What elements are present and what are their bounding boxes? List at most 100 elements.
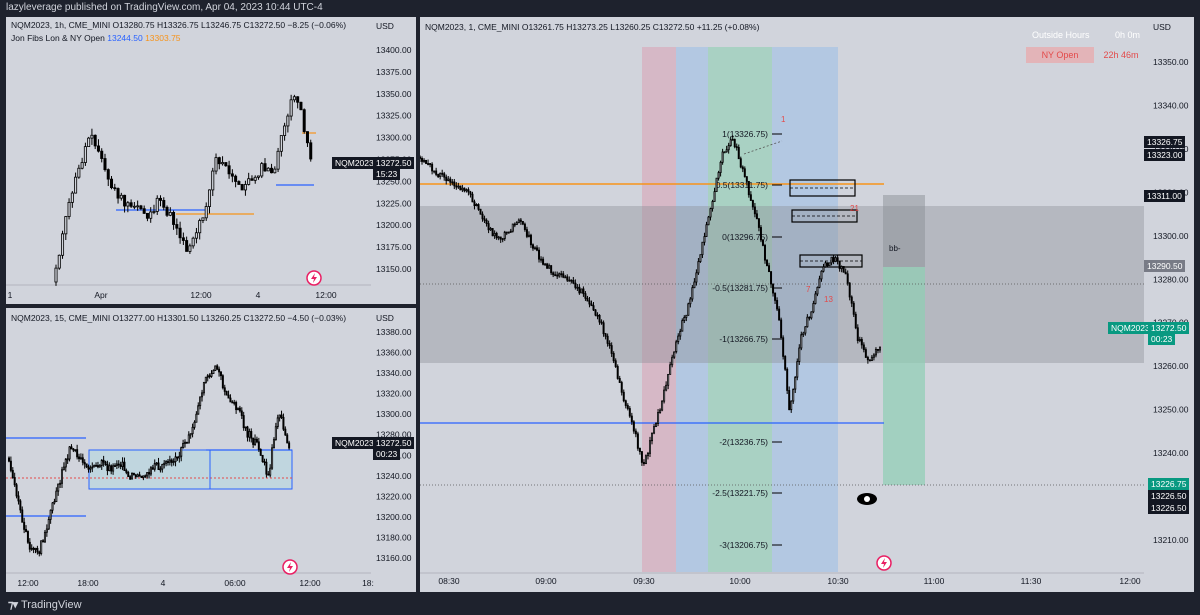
fib-anchor-line xyxy=(743,140,783,155)
candle-body xyxy=(691,287,694,300)
candle-body xyxy=(564,276,567,279)
candle-body xyxy=(214,157,218,172)
candle-body xyxy=(794,376,797,390)
candle-body xyxy=(151,467,154,470)
chart-canvas-1m[interactable]: 13350.0013340.0013330.0013320.0013300.00… xyxy=(420,17,1194,592)
candle-body xyxy=(53,501,56,504)
candle-body xyxy=(790,400,793,411)
candle-body xyxy=(610,345,613,354)
candle-body xyxy=(292,96,296,101)
candle-body xyxy=(256,175,260,178)
candle-body xyxy=(677,335,680,343)
candle-body xyxy=(455,185,458,188)
candle-body xyxy=(201,392,204,398)
candle-body xyxy=(538,249,541,260)
candle-body xyxy=(751,200,754,208)
candle-body xyxy=(876,348,879,351)
candle-body xyxy=(636,433,639,449)
candle-body xyxy=(675,341,678,353)
candle-body xyxy=(191,426,194,435)
time-axis-label: 1 xyxy=(8,290,13,300)
time-axis-label: 4 xyxy=(161,578,166,588)
candle-body xyxy=(709,208,712,218)
candle-body xyxy=(638,447,641,452)
candle-body xyxy=(812,303,815,313)
marker-label: 21 xyxy=(850,204,859,213)
candle-body xyxy=(689,298,692,305)
candle-body xyxy=(866,357,869,361)
candle-body xyxy=(699,254,702,262)
fib-label: -1(13266.75) xyxy=(719,334,768,344)
candle-body xyxy=(737,147,740,160)
candle-body xyxy=(64,458,67,468)
chart-canvas-15m[interactable]: 13380.00 13360.00 13340.00 13320.00 13300.00… xyxy=(6,308,416,592)
price-axis-label: 13330.00 xyxy=(1153,144,1189,154)
candle-body xyxy=(66,458,69,461)
candle-body xyxy=(778,308,781,321)
candle-body xyxy=(816,286,819,295)
candle-body xyxy=(624,400,627,406)
candle-body xyxy=(178,227,182,239)
candle-body xyxy=(181,237,185,241)
candle-body xyxy=(212,370,215,374)
candle-body xyxy=(507,231,510,234)
candle-body xyxy=(548,265,551,269)
candle-body xyxy=(600,321,603,324)
candle-body xyxy=(719,161,722,173)
candle-body xyxy=(149,467,152,475)
fib-label: 0(13296.75) xyxy=(722,232,768,242)
price-axis-label: 13280.00 xyxy=(376,430,412,440)
candle-body xyxy=(870,356,873,361)
chart-pane-15m[interactable]: 13380.00 13360.00 13340.00 13320.00 13300.00… xyxy=(6,308,416,592)
candle-body xyxy=(123,461,126,472)
time-axis-label: 09:30 xyxy=(633,576,655,586)
candle-body xyxy=(570,279,573,282)
candle-body xyxy=(102,459,105,463)
candle-body xyxy=(269,467,272,476)
candle-body xyxy=(149,211,153,219)
fib-label: -2.5(13221.75) xyxy=(712,488,768,498)
candle-body xyxy=(34,547,37,550)
candle-body xyxy=(19,500,22,511)
candle-body xyxy=(479,208,482,215)
candle-body xyxy=(872,354,875,358)
time-axis-label: 4 xyxy=(256,290,261,300)
candle-body xyxy=(628,408,631,417)
candle-body xyxy=(735,146,738,148)
candle-body xyxy=(208,375,211,378)
candle-body xyxy=(826,262,829,267)
candle-body xyxy=(54,267,58,283)
candle-body xyxy=(717,172,720,179)
candle-body xyxy=(106,464,109,472)
price-axis-label: 13260.00 xyxy=(1153,361,1189,371)
candle-body xyxy=(818,278,821,288)
time-axis-label: 12:00 xyxy=(17,578,39,588)
chart-canvas-1h[interactable]: 13400.00 13375.00 13350.00 13325.00 13300.00… xyxy=(6,17,416,304)
candle-body xyxy=(487,223,490,231)
candle-body xyxy=(155,462,158,465)
candle-body xyxy=(123,194,127,207)
price-axis-label: 13180.00 xyxy=(376,532,412,542)
flash-icon-glyph xyxy=(287,562,293,572)
candle-body xyxy=(582,288,585,295)
candle-body xyxy=(305,131,309,144)
candle-body xyxy=(568,279,571,282)
candle-body xyxy=(162,200,166,208)
chart-pane-1h[interactable]: 13400.00 13375.00 13350.00 13325.00 13300.00… xyxy=(6,17,416,304)
candle-body xyxy=(43,531,46,543)
candle-body xyxy=(546,263,549,269)
candle-body xyxy=(284,428,287,436)
publish-header: lazyleverage published on TradingView.co… xyxy=(0,0,1200,16)
candle-body xyxy=(669,364,672,375)
candle-body xyxy=(125,470,128,473)
candle-body xyxy=(266,167,270,172)
candle-body xyxy=(204,206,208,219)
candle-body xyxy=(705,224,708,237)
candle-body xyxy=(840,266,843,270)
candle-body xyxy=(299,101,303,111)
chart-pane-1m[interactable]: 13350.0013340.0013330.0013320.0013300.00… xyxy=(420,17,1194,592)
candle-body xyxy=(646,452,649,457)
price-axis-label: 13175.00 xyxy=(376,242,412,252)
time-axis-label: 12:00 xyxy=(1119,576,1141,586)
candle-body xyxy=(36,547,39,553)
